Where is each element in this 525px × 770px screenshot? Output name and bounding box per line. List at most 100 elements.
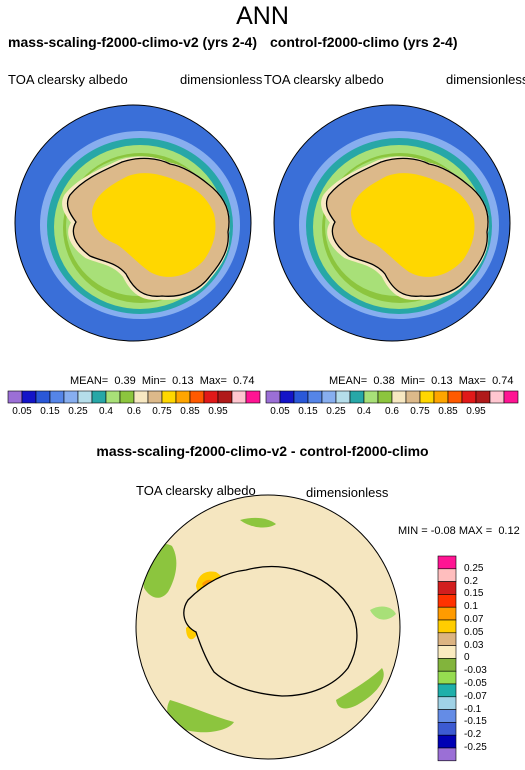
diff-colorbar-tick-label: 0.05 <box>464 626 484 638</box>
panel2-stats: MEAN= 0.38 Min= 0.13 Max= 0.74 <box>329 375 513 387</box>
panel2-variable-label: TOA clearsky albedo <box>264 72 384 87</box>
diff-colorbar-tick-label: 0.07 <box>464 614 484 625</box>
panel1-max-label: Max= <box>199 375 227 387</box>
diff-variable-label: TOA clearsky albedo <box>136 483 256 498</box>
diff-units-label: dimensionless <box>306 485 389 500</box>
panel1-mean-value: 0.39 <box>114 375 136 387</box>
panel1-colorbar-segment <box>7 390 23 404</box>
panel2-colorbar-segment <box>489 390 505 404</box>
panel1-colorbar-tick-label: 0.25 <box>68 406 88 417</box>
panel1-colorbar-tick-label: 0.6 <box>127 406 141 417</box>
panel2-colorbar-segment <box>405 390 421 404</box>
diff-colorbar-tick-label: 0.2 <box>464 575 478 587</box>
diff-colorbar-tick-label: -0.03 <box>464 665 487 677</box>
panel1-colorbar-tick-label: 0.85 <box>180 406 200 417</box>
panel1-colorbar <box>7 390 261 404</box>
diff-colorbar-segment <box>437 568 457 582</box>
panel2-colorbar-tick-label: 0.15 <box>298 406 318 417</box>
panel2-colorbar-segment <box>475 390 491 404</box>
diff-colorbar-segment <box>437 709 457 723</box>
panel2-colorbar-tick-label: 0.95 <box>466 406 486 417</box>
panel1-colorbar-segment <box>133 390 149 404</box>
panel2-colorbar-segment <box>279 390 295 404</box>
panel2-colorbar-segment <box>265 390 281 404</box>
panel2-min-label: Min= <box>400 375 426 387</box>
diff-colorbar-segment <box>437 734 457 749</box>
panel1-colorbar-tick-label: 0.15 <box>40 406 60 417</box>
panel2-mean-value: 0.38 <box>373 375 395 387</box>
diff-colorbar-tick-label: 0.15 <box>464 588 484 600</box>
panel1-colorbar-segment <box>91 390 107 404</box>
panel1-colorbar-segment <box>77 390 93 404</box>
diff-colorbar-tick-label: -0.05 <box>464 678 487 689</box>
panel1-colorbar-segment <box>21 390 37 404</box>
panel2-colorbar-tick-label: 0.6 <box>385 406 399 417</box>
diff-colorbar-tick-label: -0.2 <box>464 729 482 741</box>
diff-colorbar-tick-label: -0.15 <box>464 716 487 728</box>
diff-colorbar-tick-label: -0.1 <box>464 703 482 715</box>
panel2-colorbar-segment <box>307 390 323 404</box>
diff-min-label: MIN = <box>398 525 428 537</box>
diff-colorbar-segment <box>437 632 457 646</box>
panel2-colorbar-tick-label: 0.25 <box>326 406 346 417</box>
diff-max-label: MAX = <box>458 525 493 537</box>
panel2-colorbar-segment <box>335 390 351 404</box>
diff-colorbar-segment <box>437 670 457 685</box>
diff-colorbar-tick-label: 0.25 <box>464 562 484 574</box>
panel2-colorbar-segment <box>419 390 435 404</box>
diff-colorbar-tick-label: 0 <box>464 652 470 664</box>
diff-colorbar-segment <box>437 555 457 570</box>
panel2-units-label: dimensionless <box>446 72 525 87</box>
panel2-title: control-f2000-climo (yrs 2-4) <box>270 34 458 50</box>
diff-colorbar-segment <box>437 606 457 621</box>
panel2-colorbar-segment <box>391 390 407 404</box>
panel1-colorbar-tick-label: 0.4 <box>99 406 113 417</box>
panel1-colorbar-segment <box>119 390 135 404</box>
diff-colorbar <box>437 555 457 762</box>
diff-title: mass-scaling-f2000-climo-v2 - control-f2… <box>96 443 429 459</box>
panel1-min-value: 0.13 <box>172 375 194 387</box>
panel2-colorbar-segment <box>377 390 393 404</box>
panel2-max-value: 0.74 <box>492 375 514 387</box>
diff-colorbar-segment <box>437 581 457 595</box>
panel2-colorbar <box>265 390 519 404</box>
panel1-colorbar-tick-label: 0.05 <box>12 406 32 417</box>
diff-min-value: -0.08 <box>430 525 456 537</box>
panel2-colorbar-segment <box>447 390 463 404</box>
panel2-min-value: 0.13 <box>431 375 453 387</box>
panel2-colorbar-segment <box>433 390 449 404</box>
panel1-colorbar-segment <box>161 390 177 404</box>
panel1-title: mass-scaling-f2000-climo-v2 (yrs 2-4) <box>8 34 257 50</box>
panel2-colorbar-tick-label: 0.4 <box>357 406 371 417</box>
panel1-colorbar-segment <box>189 390 205 404</box>
panel1-colorbar-segment <box>147 390 163 404</box>
diff-map <box>135 494 401 760</box>
diff-colorbar-tick-label: -0.25 <box>464 742 487 753</box>
panel1-colorbar-segment <box>203 390 219 404</box>
diff-colorbar-segment <box>437 645 457 659</box>
diff-colorbar-segment <box>437 619 457 634</box>
page-title: ANN <box>236 2 289 30</box>
panel1-map <box>14 104 252 342</box>
panel2-colorbar-segment <box>461 390 477 404</box>
panel1-stats: MEAN= 0.39 Min= 0.13 Max= 0.74 <box>70 375 254 387</box>
panel1-colorbar-tick-label: 0.95 <box>208 406 228 417</box>
panel2-map <box>273 104 511 342</box>
diff-colorbar-segment <box>437 658 457 672</box>
diff-max-value: 0.12 <box>498 525 520 537</box>
panel1-units-label: dimensionless <box>180 72 263 87</box>
panel1-colorbar-tick-label: 0.75 <box>152 406 172 417</box>
diff-colorbar-segment <box>437 683 457 698</box>
panel2-mean-label: MEAN= <box>329 375 368 387</box>
panel1-colorbar-segment <box>175 390 191 404</box>
diff-colorbar-tick-label: 0.03 <box>464 639 484 651</box>
panel2-colorbar-tick-label: 0.05 <box>270 406 290 417</box>
panel2-colorbar-segment <box>349 390 365 404</box>
panel2-colorbar-tick-label: 0.85 <box>438 406 458 417</box>
panel2-max-label: Max= <box>458 375 486 387</box>
diff-colorbar-segment <box>437 722 457 736</box>
diff-antarctica <box>183 565 358 697</box>
diff-stats: MIN = -0.08 MAX = 0.12 <box>398 525 520 537</box>
panel2-colorbar-segment <box>363 390 379 404</box>
panel1-colorbar-segment <box>245 390 261 404</box>
